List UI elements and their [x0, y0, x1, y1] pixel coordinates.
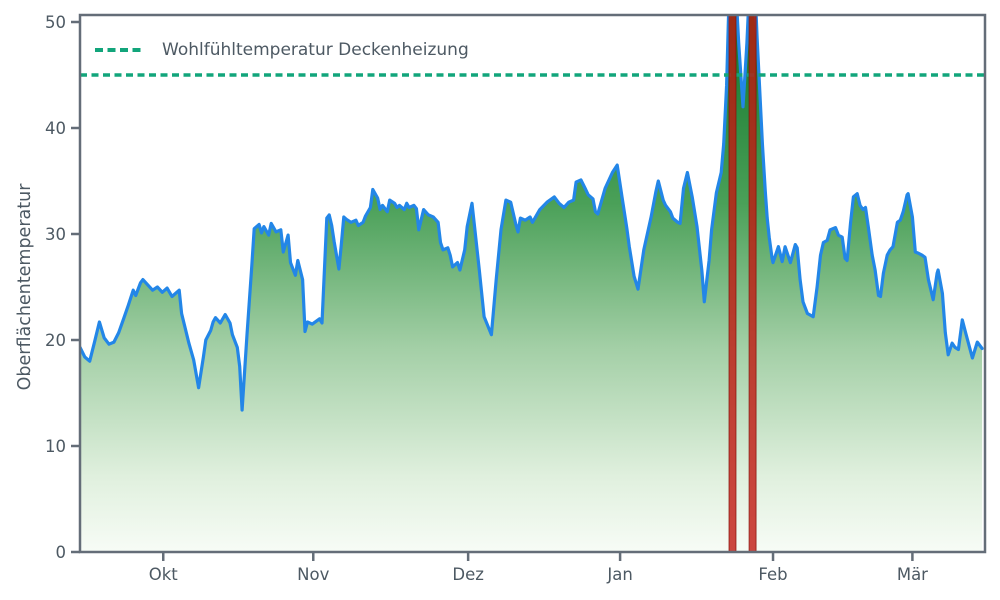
- x-tick-label: Dez: [452, 565, 484, 584]
- x-tick-label: Okt: [149, 565, 179, 584]
- x-tick-label: Jan: [606, 565, 632, 584]
- event-bar: [748, 15, 757, 552]
- y-tick-label: 0: [56, 543, 67, 562]
- event-bar: [728, 15, 737, 552]
- axes-spines: [78, 13, 987, 554]
- y-tick-label: 20: [45, 331, 66, 350]
- y-axis-label: Oberflächentemperatur: [15, 183, 35, 391]
- legend-label: Wohlfühltemperatur Deckenheizung: [162, 40, 469, 60]
- x-tick-label: Feb: [758, 565, 787, 584]
- y-tick-label: 40: [45, 119, 66, 138]
- y-tick-label: 10: [45, 437, 66, 456]
- y-tick-label: 30: [45, 225, 66, 244]
- x-tick-label: Nov: [297, 565, 329, 584]
- y-tick-label: 50: [45, 13, 66, 32]
- temperature-line: [80, 15, 984, 412]
- temperature-area-fill: [80, 15, 983, 552]
- legend: Wohlfühltemperatur Deckenheizung: [95, 39, 469, 61]
- x-tick-label: Mär: [897, 565, 928, 584]
- legend-dashed-line-sample: [95, 48, 141, 52]
